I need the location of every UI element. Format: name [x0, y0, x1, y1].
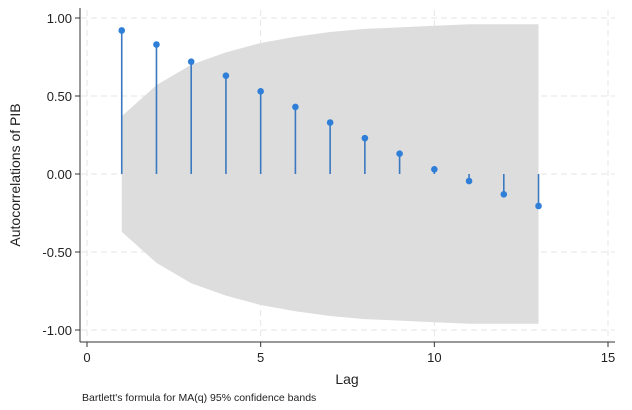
- y-axis-label: Autocorrelations of PIB: [7, 103, 23, 246]
- x-tick-label: 0: [83, 350, 90, 365]
- acf-point-lag-4: [222, 72, 230, 80]
- x-tick-label: 5: [257, 350, 264, 365]
- x-axis-label: Lag: [335, 371, 358, 387]
- y-tick-label: -0.50: [42, 245, 72, 260]
- y-tick-label: 0.50: [47, 89, 72, 104]
- acf-point-lag-2: [153, 41, 160, 48]
- y-tick-label: 0.00: [47, 167, 72, 182]
- y-tick-label: -1.00: [42, 323, 72, 338]
- chart-note: Bartlett's formula for MA(q) 95% confide…: [82, 392, 316, 404]
- x-ticks: 0 5 10 15: [83, 342, 615, 365]
- confidence-band: [121, 24, 539, 324]
- acf-point-lag-7: [326, 119, 334, 126]
- acf-point-lag-11: [465, 177, 473, 185]
- acf-point-lag-5: [257, 88, 264, 95]
- x-tick-label: 15: [601, 350, 615, 365]
- acf-point-lag-10: [431, 166, 438, 173]
- acf-point-lag-12: [500, 190, 508, 198]
- acf-point-lag-1: [118, 27, 126, 34]
- acf-stems: [118, 27, 542, 210]
- acf-point-lag-13: [535, 202, 542, 210]
- y-ticks: -1.00 -0.50 0.00 0.50 1.00: [42, 11, 80, 338]
- acf-point-lag-3: [187, 58, 195, 65]
- acf-point-lag-8: [361, 134, 369, 142]
- acf-point-lag-9: [396, 150, 403, 158]
- acf-point-lag-6: [292, 103, 299, 111]
- y-tick-label: 1.00: [47, 11, 72, 26]
- x-tick-label: 10: [427, 350, 441, 365]
